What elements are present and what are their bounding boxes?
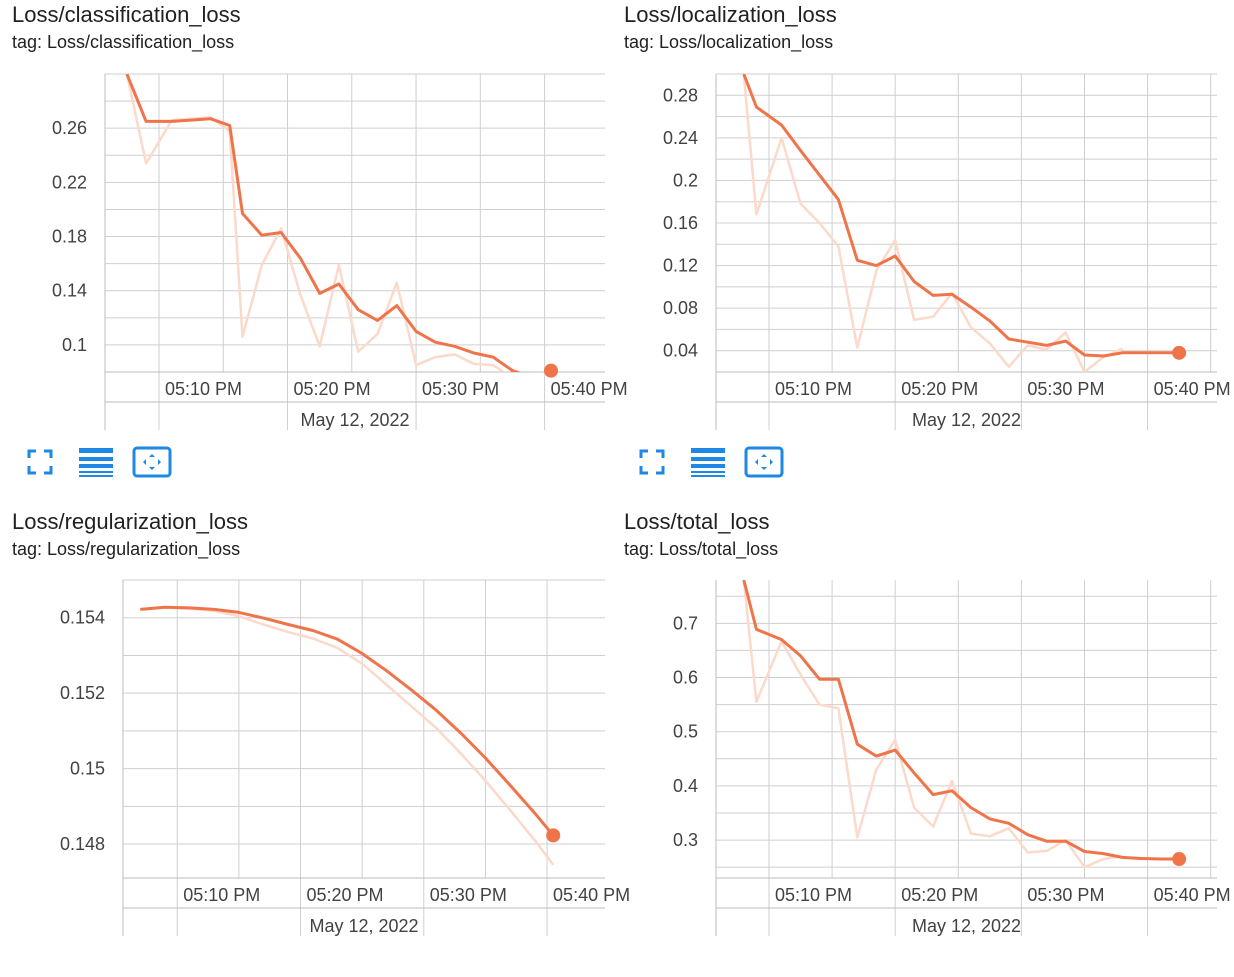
chart-title: Loss/localization_loss (624, 2, 837, 27)
chart-card-localization-loss: Loss/localization_loss tag: Loss/localiz… (624, 0, 1234, 470)
fullscreen-icon (27, 449, 53, 475)
fit-domain-button[interactable] (744, 446, 784, 478)
chart-card-classification-loss: Loss/classification_loss tag: Loss/class… (12, 0, 624, 470)
fit-domain-button[interactable] (132, 446, 172, 478)
fullscreen-button[interactable] (20, 446, 60, 478)
fit-domain-icon (132, 446, 172, 478)
chart-toolbar (632, 446, 784, 478)
chart-tag: tag: Loss/localization_loss (624, 32, 834, 52)
chart-title: Loss/total_loss (624, 509, 770, 534)
chart-toolbar (20, 446, 172, 478)
data-table-button[interactable] (688, 446, 728, 478)
chart-tag: tag: Loss/regularization_loss (12, 539, 241, 559)
chart-title: Loss/classification_loss (12, 2, 241, 27)
fullscreen-icon (639, 449, 665, 475)
chart-card-regularization-loss: Loss/regularization_loss tag: Loss/regul… (12, 507, 624, 977)
data-table-icon (79, 448, 113, 477)
data-table-button[interactable] (76, 446, 116, 478)
data-table-icon (691, 448, 725, 477)
fullscreen-button[interactable] (632, 446, 672, 478)
chart-title: Loss/regularization_loss (12, 509, 249, 534)
fit-domain-icon (744, 446, 784, 478)
chart-tag: tag: Loss/total_loss (624, 539, 779, 559)
chart-tag: tag: Loss/classification_loss (12, 32, 235, 52)
chart-card-total-loss: Loss/total_loss tag: Loss/total_loss (624, 507, 1234, 977)
